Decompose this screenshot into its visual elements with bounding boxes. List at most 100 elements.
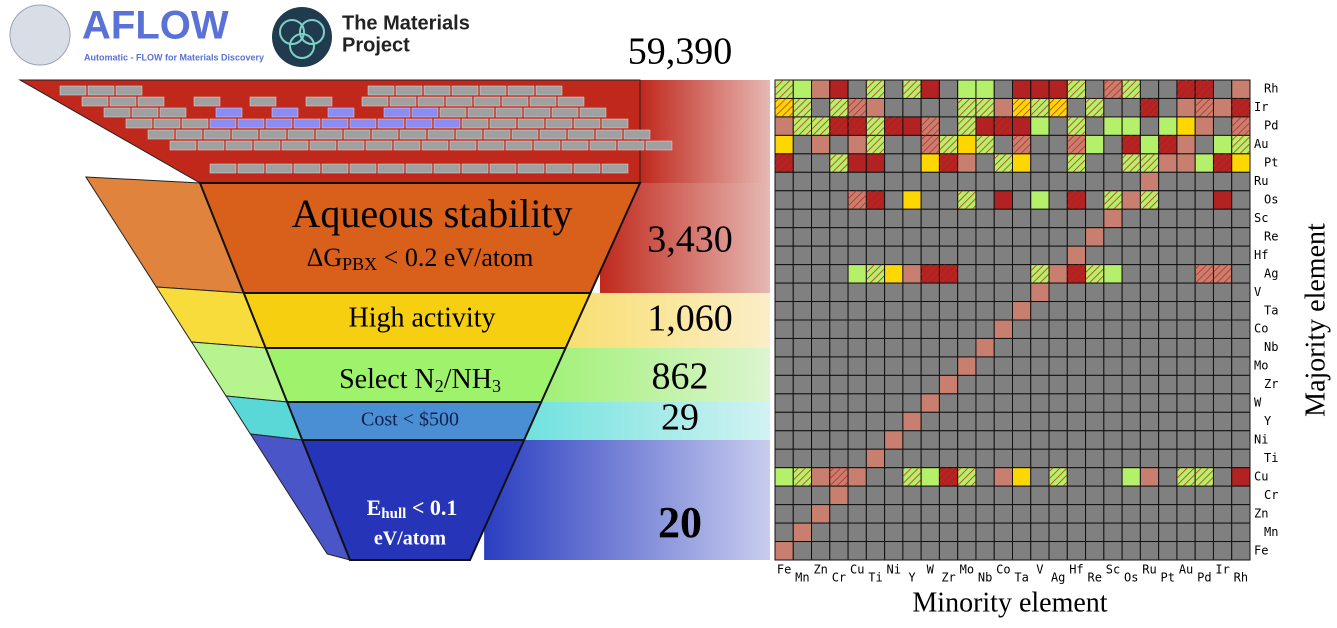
heat-cell (1031, 505, 1049, 523)
heat-cell (866, 523, 884, 541)
element-cell (490, 119, 516, 128)
heat-cell (921, 80, 939, 98)
heat-cell (812, 542, 830, 560)
element-cell (574, 119, 600, 128)
heat-cell (976, 246, 994, 264)
heat-cell (866, 283, 884, 301)
heat-cell (1213, 505, 1231, 523)
heat-cell (1086, 468, 1104, 486)
heat-cell (1086, 117, 1104, 135)
heat-cell (921, 523, 939, 541)
heat-cell (1232, 449, 1250, 467)
heat-cell (921, 283, 939, 301)
hatch (994, 117, 1012, 135)
element-cell (238, 164, 264, 173)
heat-cell (1104, 357, 1122, 375)
logo-line: Project (342, 34, 410, 56)
heat-cell (1232, 394, 1250, 412)
heat-cell (903, 228, 921, 246)
heat-cell (1031, 228, 1049, 246)
element-cell (418, 97, 444, 106)
heat-cell (1067, 338, 1085, 356)
heat-cell (848, 154, 866, 172)
element-cell (366, 141, 392, 150)
element-cell (506, 141, 532, 150)
heat-cell (1049, 394, 1067, 412)
heat-cell (1031, 246, 1049, 264)
row-label: Fe (1254, 543, 1268, 557)
heat-cell (1213, 283, 1231, 301)
heat-cell (866, 320, 884, 338)
heat-cell (1213, 468, 1231, 486)
heat-cell (1232, 412, 1250, 430)
heat-cell (1195, 486, 1213, 504)
heat-cell (1049, 172, 1067, 190)
hatch (866, 117, 884, 135)
heat-cell (848, 283, 866, 301)
heat-cell (1104, 505, 1122, 523)
heat-cell (848, 338, 866, 356)
element-cell (272, 108, 298, 117)
row-label: Mn (1264, 525, 1278, 539)
heat-cell (1159, 449, 1177, 467)
heat-cell (1031, 542, 1049, 560)
element-cell (646, 141, 672, 150)
element-cell (60, 86, 86, 95)
element-cell (198, 141, 224, 150)
heat-cell (812, 449, 830, 467)
heat-cell (958, 135, 976, 153)
heat-cell (903, 246, 921, 264)
col-label: Ta (1014, 571, 1028, 585)
heat-cell (830, 172, 848, 190)
hatch (1232, 135, 1250, 153)
heat-cell (1195, 431, 1213, 449)
heat-cell (976, 375, 994, 393)
heat-cell (1213, 412, 1231, 430)
col-label: W (927, 563, 935, 577)
heat-cell (903, 191, 921, 209)
heat-cell (1140, 172, 1158, 190)
heat-cell (1104, 486, 1122, 504)
heat-cell (1213, 135, 1231, 153)
heat-cell (830, 302, 848, 320)
element-cell (552, 108, 578, 117)
col-label: V (1036, 563, 1043, 577)
element-cell (394, 141, 420, 150)
hatch (1195, 80, 1213, 98)
heat-cell (1013, 209, 1031, 227)
heat-cell (939, 80, 957, 98)
heat-cell (1049, 542, 1067, 560)
heat-cell (1159, 523, 1177, 541)
heat-cell (1122, 117, 1140, 135)
heat-cell (1086, 449, 1104, 467)
heat-cell (885, 320, 903, 338)
heat-cell (775, 357, 793, 375)
element-cell (406, 119, 432, 128)
heat-cell (1140, 375, 1158, 393)
heat-cell (1104, 542, 1122, 560)
heat-cell (1159, 412, 1177, 430)
heat-cell (885, 449, 903, 467)
heat-cell (1031, 523, 1049, 541)
hatch (1213, 265, 1231, 283)
heat-cell (812, 283, 830, 301)
heat-cell (1067, 320, 1085, 338)
row-label: Hf (1254, 248, 1268, 262)
element-cell (546, 119, 572, 128)
heat-cell (1031, 135, 1049, 153)
heat-cell (1049, 209, 1067, 227)
heat-cell (1104, 394, 1122, 412)
heat-cell (1140, 468, 1158, 486)
heat-cell (1122, 209, 1140, 227)
element-cell (322, 119, 348, 128)
heat-cell (793, 449, 811, 467)
heat-cell (921, 209, 939, 227)
heat-cell (793, 375, 811, 393)
heat-cell (885, 191, 903, 209)
heat-cell (830, 412, 848, 430)
row-label: Ru (1254, 174, 1268, 188)
hatch (1067, 265, 1085, 283)
hatch (1140, 154, 1158, 172)
hatch (921, 135, 939, 153)
heat-cell (1104, 412, 1122, 430)
